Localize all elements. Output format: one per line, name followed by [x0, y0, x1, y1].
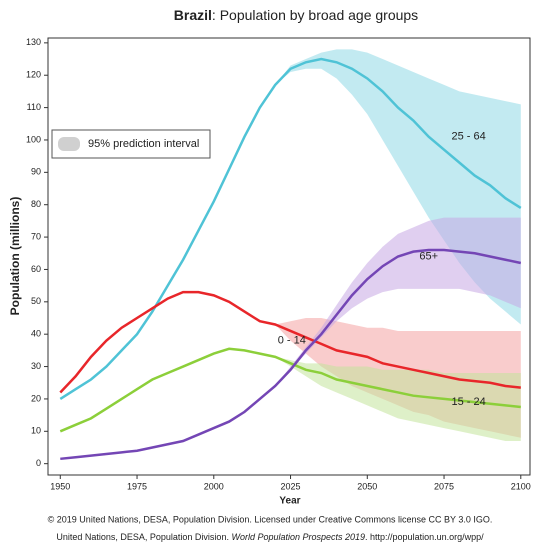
y-tick-label: 40: [31, 329, 41, 339]
series-line: [60, 248, 522, 461]
y-tick-label: 100: [26, 134, 41, 144]
source-line-2: United Nations, DESA, Population Divisio…: [56, 532, 484, 542]
y-tick-label: 60: [31, 264, 41, 274]
x-tick-label: 2100: [511, 481, 531, 491]
x-axis-label: Year: [279, 496, 300, 507]
source-line-1: © 2019 United Nations, DESA, Population …: [48, 514, 493, 524]
series-label: 0 - 14: [278, 335, 306, 347]
series-label: 15 - 24: [451, 396, 485, 408]
x-tick-label: 1950: [50, 481, 70, 491]
y-axis-label: Population (millions): [8, 197, 22, 316]
series-label: 25 - 64: [451, 131, 485, 143]
title-rest: : Population by broad age groups: [212, 7, 418, 23]
y-tick-label: 0: [36, 458, 41, 468]
prediction-band: [275, 356, 521, 442]
y-tick-label: 80: [31, 199, 41, 209]
y-tick-label: 110: [27, 102, 41, 112]
series-line: [59, 290, 521, 394]
x-tick-label: 2075: [434, 481, 454, 491]
y-tick-label: 50: [31, 296, 41, 306]
chart-title: Brazil: Population by broad age groups: [174, 7, 418, 23]
title-country: Brazil: [174, 7, 212, 23]
source-part: United Nations, DESA, Population Divisio…: [56, 532, 231, 542]
y-tick-label: 20: [31, 393, 41, 403]
x-tick-label: 1975: [127, 481, 147, 491]
y-tick-label: 90: [31, 167, 41, 177]
series-line: [59, 347, 521, 433]
y-tick-label: 120: [26, 70, 41, 80]
x-tick-label: 2000: [204, 481, 224, 491]
x-tick-label: 2025: [281, 481, 301, 491]
plot-frame: [47, 37, 531, 476]
legend-swatch: [58, 137, 80, 151]
source-title: World Population Prospects 2019: [231, 532, 365, 542]
x-tick-label: 2050: [357, 481, 377, 491]
y-tick-label: 30: [31, 361, 41, 371]
y-tick-label: 10: [31, 426, 41, 436]
y-tick-label: 70: [31, 231, 41, 241]
plot-area: [59, 49, 522, 461]
y-tick-label: 130: [26, 37, 41, 47]
series-label: 65+: [419, 250, 438, 262]
legend-label: 95% prediction interval: [88, 138, 199, 150]
prediction-band: [275, 217, 521, 386]
series-line: [59, 57, 522, 400]
source-part: . http://population.un.org/wpp/: [365, 532, 484, 542]
